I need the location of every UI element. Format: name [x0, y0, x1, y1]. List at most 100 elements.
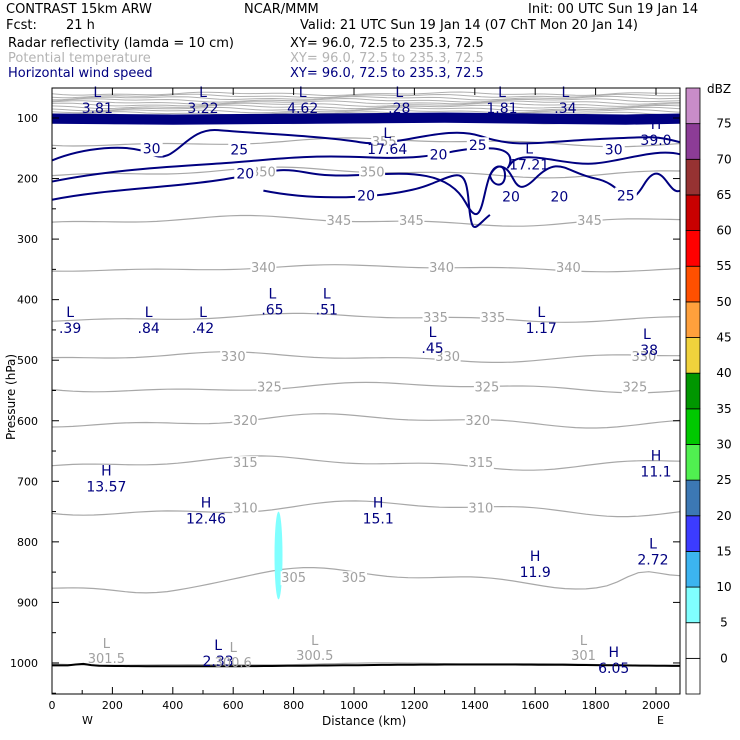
isentrope-label-bg [341, 571, 367, 586]
colorbar-swatch [685, 372, 701, 410]
isentrope-label: 345 [326, 214, 351, 229]
gray-low-marker: L [103, 637, 111, 652]
extrema-value: 1.81 [486, 101, 517, 117]
fcst-value: 21 h [66, 18, 95, 33]
isentrope-label-bg [359, 165, 386, 180]
colorbar-swatch [685, 479, 701, 517]
colorbar-swatch [685, 551, 701, 588]
isotach-label-bg [466, 137, 489, 154]
field-xy-wind: XY= 96.0, 72.5 to 235.3, 72.5 [290, 66, 484, 81]
jet-core-isotach [51, 117, 681, 123]
field-name-theta: Potential temperature [8, 51, 151, 66]
extrema-value: .38 [636, 343, 658, 359]
isentrope-label: 355 [372, 135, 397, 150]
isotach-label-bg [602, 141, 625, 158]
isentrope-line [51, 214, 681, 227]
extrema-value: 12.46 [186, 512, 226, 528]
x-tick-label: 600 [223, 699, 244, 712]
isotach-line [488, 165, 507, 186]
extrema-value: .51 [316, 303, 338, 319]
high-marker: H [651, 448, 662, 464]
gray-low-marker: L [230, 641, 238, 656]
colorbar-label: 20 [716, 509, 731, 523]
isentrope-label: 335 [481, 311, 506, 326]
isentrope-line [51, 500, 681, 518]
x-tick-label: 400 [162, 699, 183, 712]
isentrope-label-bg [464, 413, 491, 428]
colorbar-swatch [685, 87, 701, 125]
isentrope-label: 350 [360, 165, 385, 180]
colorbar-label: 55 [716, 259, 731, 273]
stratosphere-isentrope [51, 91, 681, 96]
isentrope-label-bg [325, 213, 352, 228]
isentrope-line [51, 381, 681, 394]
colorbar-swatch [685, 194, 701, 231]
gray-extrema-value: 300.5 [296, 649, 333, 664]
y-tick-label: 800 [17, 536, 38, 549]
isotach-line [263, 174, 491, 228]
colorbar-label: 30 [716, 437, 731, 451]
low-marker: L [643, 327, 651, 343]
isotach-label: 20 [357, 189, 375, 205]
extrema-value: 1.17 [526, 321, 557, 337]
isentrope-label: 315 [233, 456, 258, 471]
extrema-value: 6.05 [598, 661, 629, 677]
extrema-value: 39.0 [640, 133, 671, 149]
isotach-label-bg [500, 188, 523, 205]
colorbar-swatch [685, 301, 701, 338]
isentrope-label: 340 [556, 261, 581, 276]
isotach-label: 25 [469, 138, 487, 154]
isentrope-label-bg [621, 380, 648, 395]
low-marker: L [323, 287, 331, 303]
colorbar: 0 5 10 15 20 25 30 35 40 45 50 55 60 65 70 75 [685, 87, 732, 695]
x-tick-label: 1000 [340, 699, 368, 712]
y-axis-title: Pressure (hPa) [4, 354, 18, 440]
jet-core-isotach [51, 119, 681, 125]
extrema-value: 17.64 [367, 142, 407, 158]
field-xy-theta: XY= 96.0, 72.5 to 235.3, 72.5 [290, 51, 484, 66]
isentrope-line [51, 413, 681, 429]
isentrope-line [51, 455, 681, 471]
isentrope-label: 310 [233, 502, 258, 517]
colorbar-label: 25 [716, 473, 731, 487]
isotach-label-bg [427, 146, 450, 163]
low-marker: L [93, 85, 101, 101]
isentrope-label-bg [555, 261, 582, 276]
extrema-value: .84 [138, 321, 160, 337]
plot-frame [51, 87, 681, 695]
low-marker: L [214, 638, 222, 654]
colorbar-swatch [685, 230, 701, 267]
stratosphere-isentrope [51, 106, 681, 112]
isentrope-label: 350 [251, 165, 276, 180]
extrema-value: 2.72 [637, 553, 668, 569]
colorbar-label: 10 [716, 580, 731, 594]
isentrope-label-bg [232, 456, 259, 471]
x-tick-label: 1200 [400, 699, 428, 712]
isotach-label-bg [140, 140, 163, 157]
y-tick-label: 400 [17, 294, 38, 307]
isentrope-label-bg [467, 456, 494, 471]
colorbar-label: 5 [720, 616, 728, 630]
contour-labels: 305 305 310 310 315 315 320 320 325 325 325 330 330 3… [59, 85, 672, 677]
isotach-label-bg [614, 187, 637, 204]
colorbar-swatch [685, 337, 701, 374]
isentrope-label-bg [232, 413, 259, 428]
extrema-value: 11.9 [520, 565, 551, 581]
isentrope-label: 345 [577, 214, 602, 229]
isentrope-label: 310 [468, 502, 493, 517]
extrema-value: .65 [261, 303, 283, 319]
stratosphere-isentrope [51, 97, 681, 103]
extrema-value: .45 [421, 341, 443, 357]
isotach-line [51, 147, 681, 183]
isentrope-label-bg [256, 380, 283, 395]
stratosphere-isentrope [51, 100, 681, 105]
plot-area: 305 305 310 310 315 315 320 320 325 325 325 330 330 3… [51, 85, 681, 694]
y-tick-label: 600 [17, 415, 38, 428]
stratosphere-isentrope [51, 111, 681, 116]
colorbar-swatch [685, 265, 701, 303]
fcst-label: Fcst: [6, 18, 37, 33]
colorbar-unit: dBZ [707, 82, 731, 96]
isotach-label: 20 [430, 147, 448, 163]
high-marker: H [101, 463, 112, 479]
